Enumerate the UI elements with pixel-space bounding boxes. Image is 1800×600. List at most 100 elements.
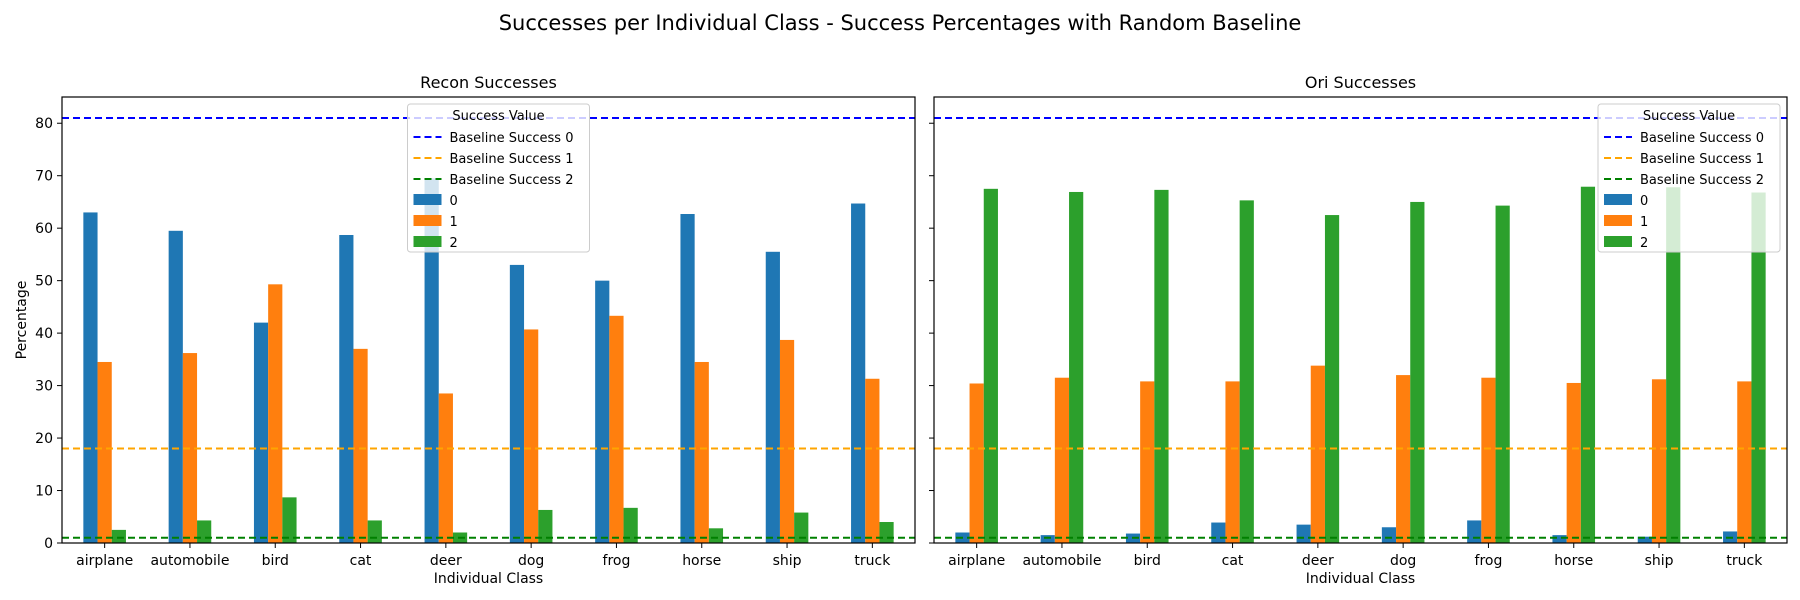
y-axis-label: Percentage bbox=[14, 281, 30, 360]
x-tick-label: frog bbox=[603, 553, 631, 569]
x-tick-label: airplane bbox=[948, 553, 1005, 569]
bar-series-0-frog bbox=[1467, 520, 1482, 543]
legend: Success Value Baseline Success 0 Baseline … bbox=[407, 103, 590, 253]
y-tick-label: 10 bbox=[35, 484, 53, 500]
bar-series-0-ship bbox=[765, 251, 780, 543]
bar-series-2-dog bbox=[1410, 201, 1425, 544]
bar-series-1-deer bbox=[438, 393, 453, 543]
y-tick-label: 20 bbox=[35, 431, 53, 447]
x-tick-label: cat bbox=[350, 553, 372, 569]
y-tick-label: 0 bbox=[44, 536, 53, 552]
bar-series-1-dog bbox=[1396, 375, 1411, 543]
x-tick-label: bird bbox=[262, 553, 289, 569]
bar-series-2-airplane bbox=[983, 188, 998, 543]
legend-swatch-series-1 bbox=[413, 215, 442, 226]
bar-series-0-automobile bbox=[1040, 535, 1055, 543]
bar-series-0-dog bbox=[509, 264, 525, 543]
legend-entry-label: Baseline Success 1 bbox=[450, 152, 574, 167]
x-tick-label: frog bbox=[1475, 553, 1503, 569]
x-tick-label: dog bbox=[518, 553, 544, 569]
y-tick-label: 30 bbox=[35, 379, 53, 395]
bar-series-1-bird bbox=[268, 284, 283, 543]
legend-box bbox=[1597, 103, 1781, 253]
x-tick-label: ship bbox=[1645, 553, 1674, 569]
bar-series-2-horse bbox=[1580, 186, 1596, 543]
legend-entry-label: 1 bbox=[450, 215, 458, 230]
legend-swatch-series-0 bbox=[413, 194, 442, 205]
bar-series-1-truck bbox=[1737, 381, 1752, 543]
bar-series-2-ship bbox=[794, 512, 809, 543]
bar-series-1-bird bbox=[1140, 381, 1155, 543]
bar-series-1-deer bbox=[1310, 365, 1325, 543]
y-tick-label: 60 bbox=[35, 221, 53, 237]
ori-successes-chart: airplane automobile bird cat deer dog frog hors… bbox=[929, 73, 1788, 587]
x-axis-label: Individual Class bbox=[434, 571, 543, 587]
x-tick-label: truck bbox=[854, 553, 891, 569]
bar-series-2-frog bbox=[1495, 205, 1510, 543]
legend-title: Success Value bbox=[452, 109, 544, 124]
bar-series-1-truck bbox=[865, 378, 880, 543]
bar-series-1-horse bbox=[1566, 382, 1581, 543]
x-tick-label: dog bbox=[1390, 553, 1416, 569]
bar-series-1-frog bbox=[1481, 377, 1496, 543]
bar-series-2-bird bbox=[1154, 189, 1169, 544]
bar-series-2-truck bbox=[879, 522, 894, 543]
legend-entry-label: Baseline Success 2 bbox=[450, 173, 574, 188]
y-tick-label: 70 bbox=[35, 169, 53, 185]
bar-series-0-deer bbox=[424, 178, 439, 543]
bar-series-1-airplane bbox=[97, 361, 112, 543]
bar-series-2-truck bbox=[1751, 192, 1766, 544]
bar-series-0-horse bbox=[680, 214, 695, 544]
bar-series-1-cat bbox=[1225, 381, 1240, 543]
y-tick-label: 80 bbox=[35, 116, 53, 132]
bar-series-1-ship bbox=[1651, 379, 1667, 543]
legend-entry-label: Baseline Success 1 bbox=[1640, 152, 1764, 167]
legend-title: Success Value bbox=[1643, 109, 1735, 124]
bar-series-2-automobile bbox=[1069, 191, 1084, 543]
bar-series-0-cat bbox=[1211, 522, 1226, 543]
bar-series-0-airplane bbox=[83, 212, 98, 543]
bar-series-2-horse bbox=[708, 528, 724, 543]
x-tick-label: cat bbox=[1222, 553, 1244, 569]
bar-series-2-airplane bbox=[111, 529, 126, 543]
axes-frame bbox=[933, 96, 1788, 544]
x-tick-label: ship bbox=[773, 553, 802, 569]
legend-entry-label: Baseline Success 2 bbox=[1640, 173, 1764, 188]
bar-series-0-cat bbox=[339, 234, 354, 543]
legend-swatch-series-2 bbox=[1604, 236, 1632, 247]
bar-series-0-deer bbox=[1296, 524, 1311, 543]
x-tick-label: automobile bbox=[150, 553, 229, 569]
bar-series-1-airplane bbox=[969, 383, 984, 543]
legend-entry-label: 1 bbox=[1640, 215, 1648, 230]
axes-frame bbox=[61, 96, 916, 544]
x-tick-label: horse bbox=[682, 553, 721, 569]
figure-title: Successes per Individual Class - Success… bbox=[499, 11, 1302, 35]
legend: Success Value Baseline Success 0 Baseline … bbox=[1597, 103, 1781, 253]
bar-series-1-frog bbox=[609, 315, 624, 543]
y-tick-label: 50 bbox=[35, 274, 53, 290]
bar-series-0-horse bbox=[1552, 535, 1567, 543]
axes-title: Ori Successes bbox=[1305, 73, 1416, 92]
legend-swatch-series-2 bbox=[413, 236, 442, 247]
bar-series-1-dog bbox=[524, 329, 539, 543]
legend-entry-label: 2 bbox=[1640, 236, 1648, 251]
bar-series-2-deer bbox=[1324, 215, 1340, 543]
x-tick-label: deer bbox=[430, 553, 462, 569]
legend-swatch-series-0 bbox=[1604, 194, 1632, 205]
bar-series-0-dog bbox=[1381, 527, 1397, 543]
legend-entry-label: Baseline Success 0 bbox=[450, 131, 574, 146]
bar-series-0-frog bbox=[595, 280, 610, 543]
legend-entry-label: Baseline Success 0 bbox=[1640, 131, 1764, 146]
x-tick-label: horse bbox=[1554, 553, 1593, 569]
bar-series-0-bird bbox=[253, 322, 269, 543]
legend-entry-label: 0 bbox=[450, 194, 458, 209]
bar-series-2-ship bbox=[1666, 187, 1681, 544]
legend-swatch-series-1 bbox=[1604, 215, 1632, 226]
bar-series-1-horse bbox=[694, 361, 709, 543]
x-tick-label: bird bbox=[1134, 553, 1161, 569]
bar-series-1-cat bbox=[353, 348, 368, 543]
x-tick-label: deer bbox=[1302, 553, 1334, 569]
bar-series-2-cat bbox=[1239, 200, 1254, 543]
